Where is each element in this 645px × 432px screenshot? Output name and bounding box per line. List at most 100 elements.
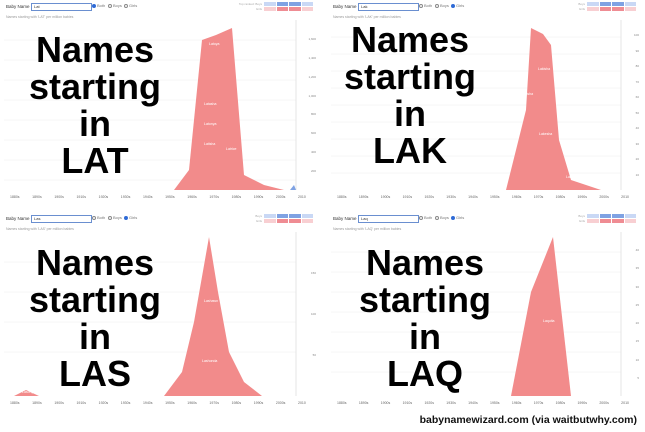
x-tick-label: 1930s bbox=[446, 401, 456, 405]
radio-girls[interactable]: Girls bbox=[451, 3, 464, 8]
y-tick-label: 35 bbox=[635, 266, 639, 271]
x-tick-label: 1910s bbox=[76, 195, 87, 199]
y-tick-label: 30 bbox=[635, 284, 639, 289]
radio-boys[interactable]: Boys bbox=[435, 3, 449, 8]
y-tick-label: 10 bbox=[635, 357, 639, 362]
x-tick-label: 1890s bbox=[32, 195, 42, 199]
x-tick-label: 1900s bbox=[54, 401, 64, 405]
radio-girls[interactable]: Girls bbox=[124, 3, 137, 8]
x-tick-label: 1990s bbox=[253, 401, 264, 405]
x-tick-label: 1880s bbox=[337, 401, 347, 405]
radio-dot-icon bbox=[124, 3, 128, 8]
x-tick-label: 1960s bbox=[511, 401, 522, 405]
x-tick-label: 1900s bbox=[380, 195, 391, 199]
chart-subtitle: Names starting with 'LAQ' per million ba… bbox=[333, 227, 402, 231]
baby-name-input[interactable]: Las bbox=[31, 215, 92, 223]
y-tick-label: 40 bbox=[635, 248, 639, 253]
search-bar: Baby Name › Las Both Boys Girls Boys Gir… bbox=[4, 212, 318, 228]
y-tick-label: 30 bbox=[635, 141, 639, 146]
x-tick-label: 1990s bbox=[577, 195, 587, 199]
series-label: Lashonda bbox=[202, 359, 217, 363]
x-tick-label: 1890s bbox=[32, 401, 42, 405]
radio-boys[interactable]: Boys bbox=[108, 215, 122, 220]
rank-label-girls: Girls bbox=[255, 219, 262, 223]
chart-panel-las: Baby Name › Las Both Boys Girls Boys Gir… bbox=[4, 212, 318, 410]
y-tick-label: 50 bbox=[312, 353, 316, 357]
radio-boys[interactable]: Boys bbox=[108, 3, 122, 8]
x-tick-label: 1990s bbox=[253, 195, 264, 199]
y-tick-label: 600 bbox=[310, 131, 316, 136]
rank-table bbox=[587, 214, 637, 224]
rank-label-boys: Boys bbox=[578, 2, 585, 6]
search-bar: Baby Name › Laq Both Boys Girls Boys Gir… bbox=[331, 212, 641, 228]
radio-girls[interactable]: Girls bbox=[124, 215, 137, 220]
x-tick-label: 1970s bbox=[209, 401, 219, 405]
radio-both[interactable]: Both bbox=[419, 215, 432, 220]
x-tick-label: 1880s bbox=[10, 401, 20, 405]
chart-subtitle: Names starting with 'LAT' per million ba… bbox=[6, 15, 74, 19]
chart-subtitle: Names starting with 'LAK' per million ba… bbox=[333, 15, 401, 19]
area-series bbox=[174, 28, 284, 190]
radio-boys[interactable]: Boys bbox=[435, 215, 449, 220]
x-tick-label: 1920s bbox=[424, 401, 434, 405]
series-label: Lashawn bbox=[204, 299, 218, 303]
y-tick-label: 25 bbox=[635, 302, 639, 307]
x-tick-label: 1900s bbox=[54, 195, 64, 199]
series-label: Lakeisha bbox=[519, 92, 533, 96]
area-chart: Laquita bbox=[331, 232, 641, 396]
rank-label-boys: Boys bbox=[578, 214, 585, 218]
radio-girls[interactable]: Girls bbox=[451, 215, 464, 220]
area-series bbox=[511, 237, 571, 396]
radio-both[interactable]: Both bbox=[92, 215, 105, 220]
x-tick-label: 1930s bbox=[120, 195, 131, 199]
x-tick-label: 1970s bbox=[209, 195, 219, 199]
x-tick-label: 1950s bbox=[490, 401, 500, 405]
y-tick-label: 200 bbox=[310, 169, 316, 174]
area-chart: Lakisha Lakeisha Lakesha Lakeshia bbox=[331, 20, 641, 190]
y-tick-label: 1,400 bbox=[308, 55, 316, 60]
x-tick-label: 1930s bbox=[446, 195, 456, 199]
y-tick-label: 60 bbox=[635, 95, 639, 100]
x-tick-label: 2000s bbox=[275, 195, 286, 199]
radio-dot-icon bbox=[451, 3, 455, 8]
y-tick-label: 90 bbox=[635, 48, 639, 53]
x-tick-label: 2010 bbox=[621, 195, 629, 199]
y-tick-label: 10 bbox=[635, 172, 639, 177]
y-tick-label: 400 bbox=[310, 150, 316, 155]
radio-dot-icon bbox=[124, 215, 128, 220]
rank-table bbox=[264, 2, 314, 12]
chart-subtitle: Names starting with 'LAS' per million ba… bbox=[6, 227, 74, 231]
radio-dot-icon bbox=[419, 3, 423, 8]
x-axis: 1880s 1890s 1900s 1910s 1920s 1930s 1940s 1950s… bbox=[337, 401, 629, 405]
x-tick-label: 1890s bbox=[358, 401, 369, 405]
radio-dot-icon bbox=[435, 3, 439, 8]
x-tick-label: 1940s bbox=[142, 195, 153, 199]
baby-name-input[interactable]: Lat bbox=[31, 3, 92, 11]
baby-name-label: Baby Name › bbox=[6, 216, 33, 221]
radio-both[interactable]: Both bbox=[419, 3, 432, 8]
baby-name-input[interactable]: Laq bbox=[358, 215, 419, 223]
y-tick-label: 100 bbox=[633, 33, 639, 38]
y-tick-label: 100 bbox=[310, 312, 316, 316]
x-axis: 1880s 1890s 1900s 1910s 1920s 1930s 1940s 1950s… bbox=[10, 401, 306, 405]
y-tick-label: 20 bbox=[635, 157, 639, 162]
series-label: Lakeshia bbox=[566, 175, 580, 179]
area-series bbox=[164, 237, 262, 396]
series-label: Latrice bbox=[226, 147, 237, 151]
area-chart: Lashawn Lashonda Lasonya bbox=[4, 232, 318, 396]
radio-dot-icon bbox=[92, 3, 96, 8]
area-series bbox=[14, 390, 39, 396]
x-tick-label: 1980s bbox=[231, 401, 242, 405]
series-label: Lakesha bbox=[539, 132, 552, 136]
y-tick-label: 800 bbox=[310, 112, 316, 117]
series-label: Latisha bbox=[204, 142, 215, 146]
x-tick-label: 1910s bbox=[76, 401, 87, 405]
x-tick-label: 1980s bbox=[555, 401, 566, 405]
area-series bbox=[506, 28, 601, 190]
x-tick-label: 1980s bbox=[231, 195, 242, 199]
y-tick-label: 5 bbox=[637, 375, 639, 380]
baby-name-label: Baby Name › bbox=[333, 4, 360, 9]
radio-both[interactable]: Both bbox=[92, 3, 105, 8]
y-tick-label: 70 bbox=[635, 79, 639, 84]
baby-name-input[interactable]: Lak bbox=[358, 3, 419, 11]
